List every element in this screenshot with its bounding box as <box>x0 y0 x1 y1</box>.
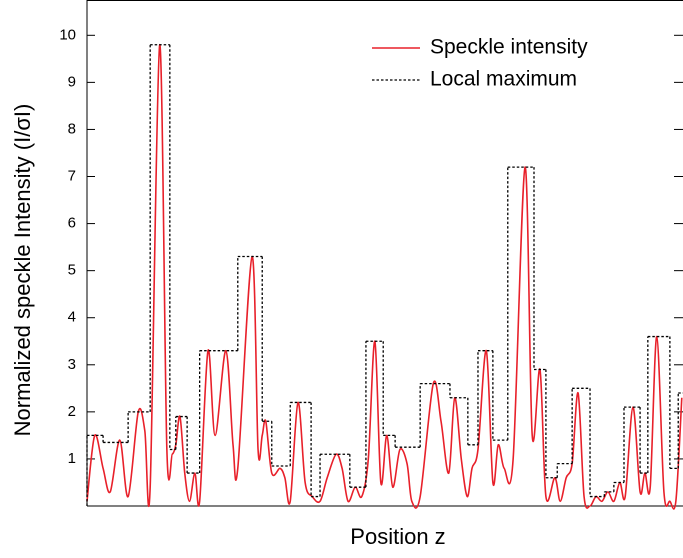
y-tick-label: 5 <box>68 262 76 279</box>
y-tick-label: 6 <box>68 215 76 232</box>
y-tick-label: 3 <box>68 356 76 373</box>
y-axis-label: Normalized speckle Intensity (I/σI) <box>10 104 35 437</box>
y-tick-label: 8 <box>68 120 76 137</box>
y-tick-label: 2 <box>68 403 76 420</box>
y-tick-label: 1 <box>68 450 76 467</box>
intensity-line <box>86 43 683 510</box>
legend-label: Speckle intensity <box>430 36 588 59</box>
x-axis-label: Position z <box>350 524 445 549</box>
y-tick-label: 9 <box>68 73 76 90</box>
y-tick-label: 7 <box>68 167 76 184</box>
y-tick-label: 4 <box>68 309 76 326</box>
legend-label: Local maximum <box>430 68 577 91</box>
y-tick-label: 10 <box>59 26 76 43</box>
